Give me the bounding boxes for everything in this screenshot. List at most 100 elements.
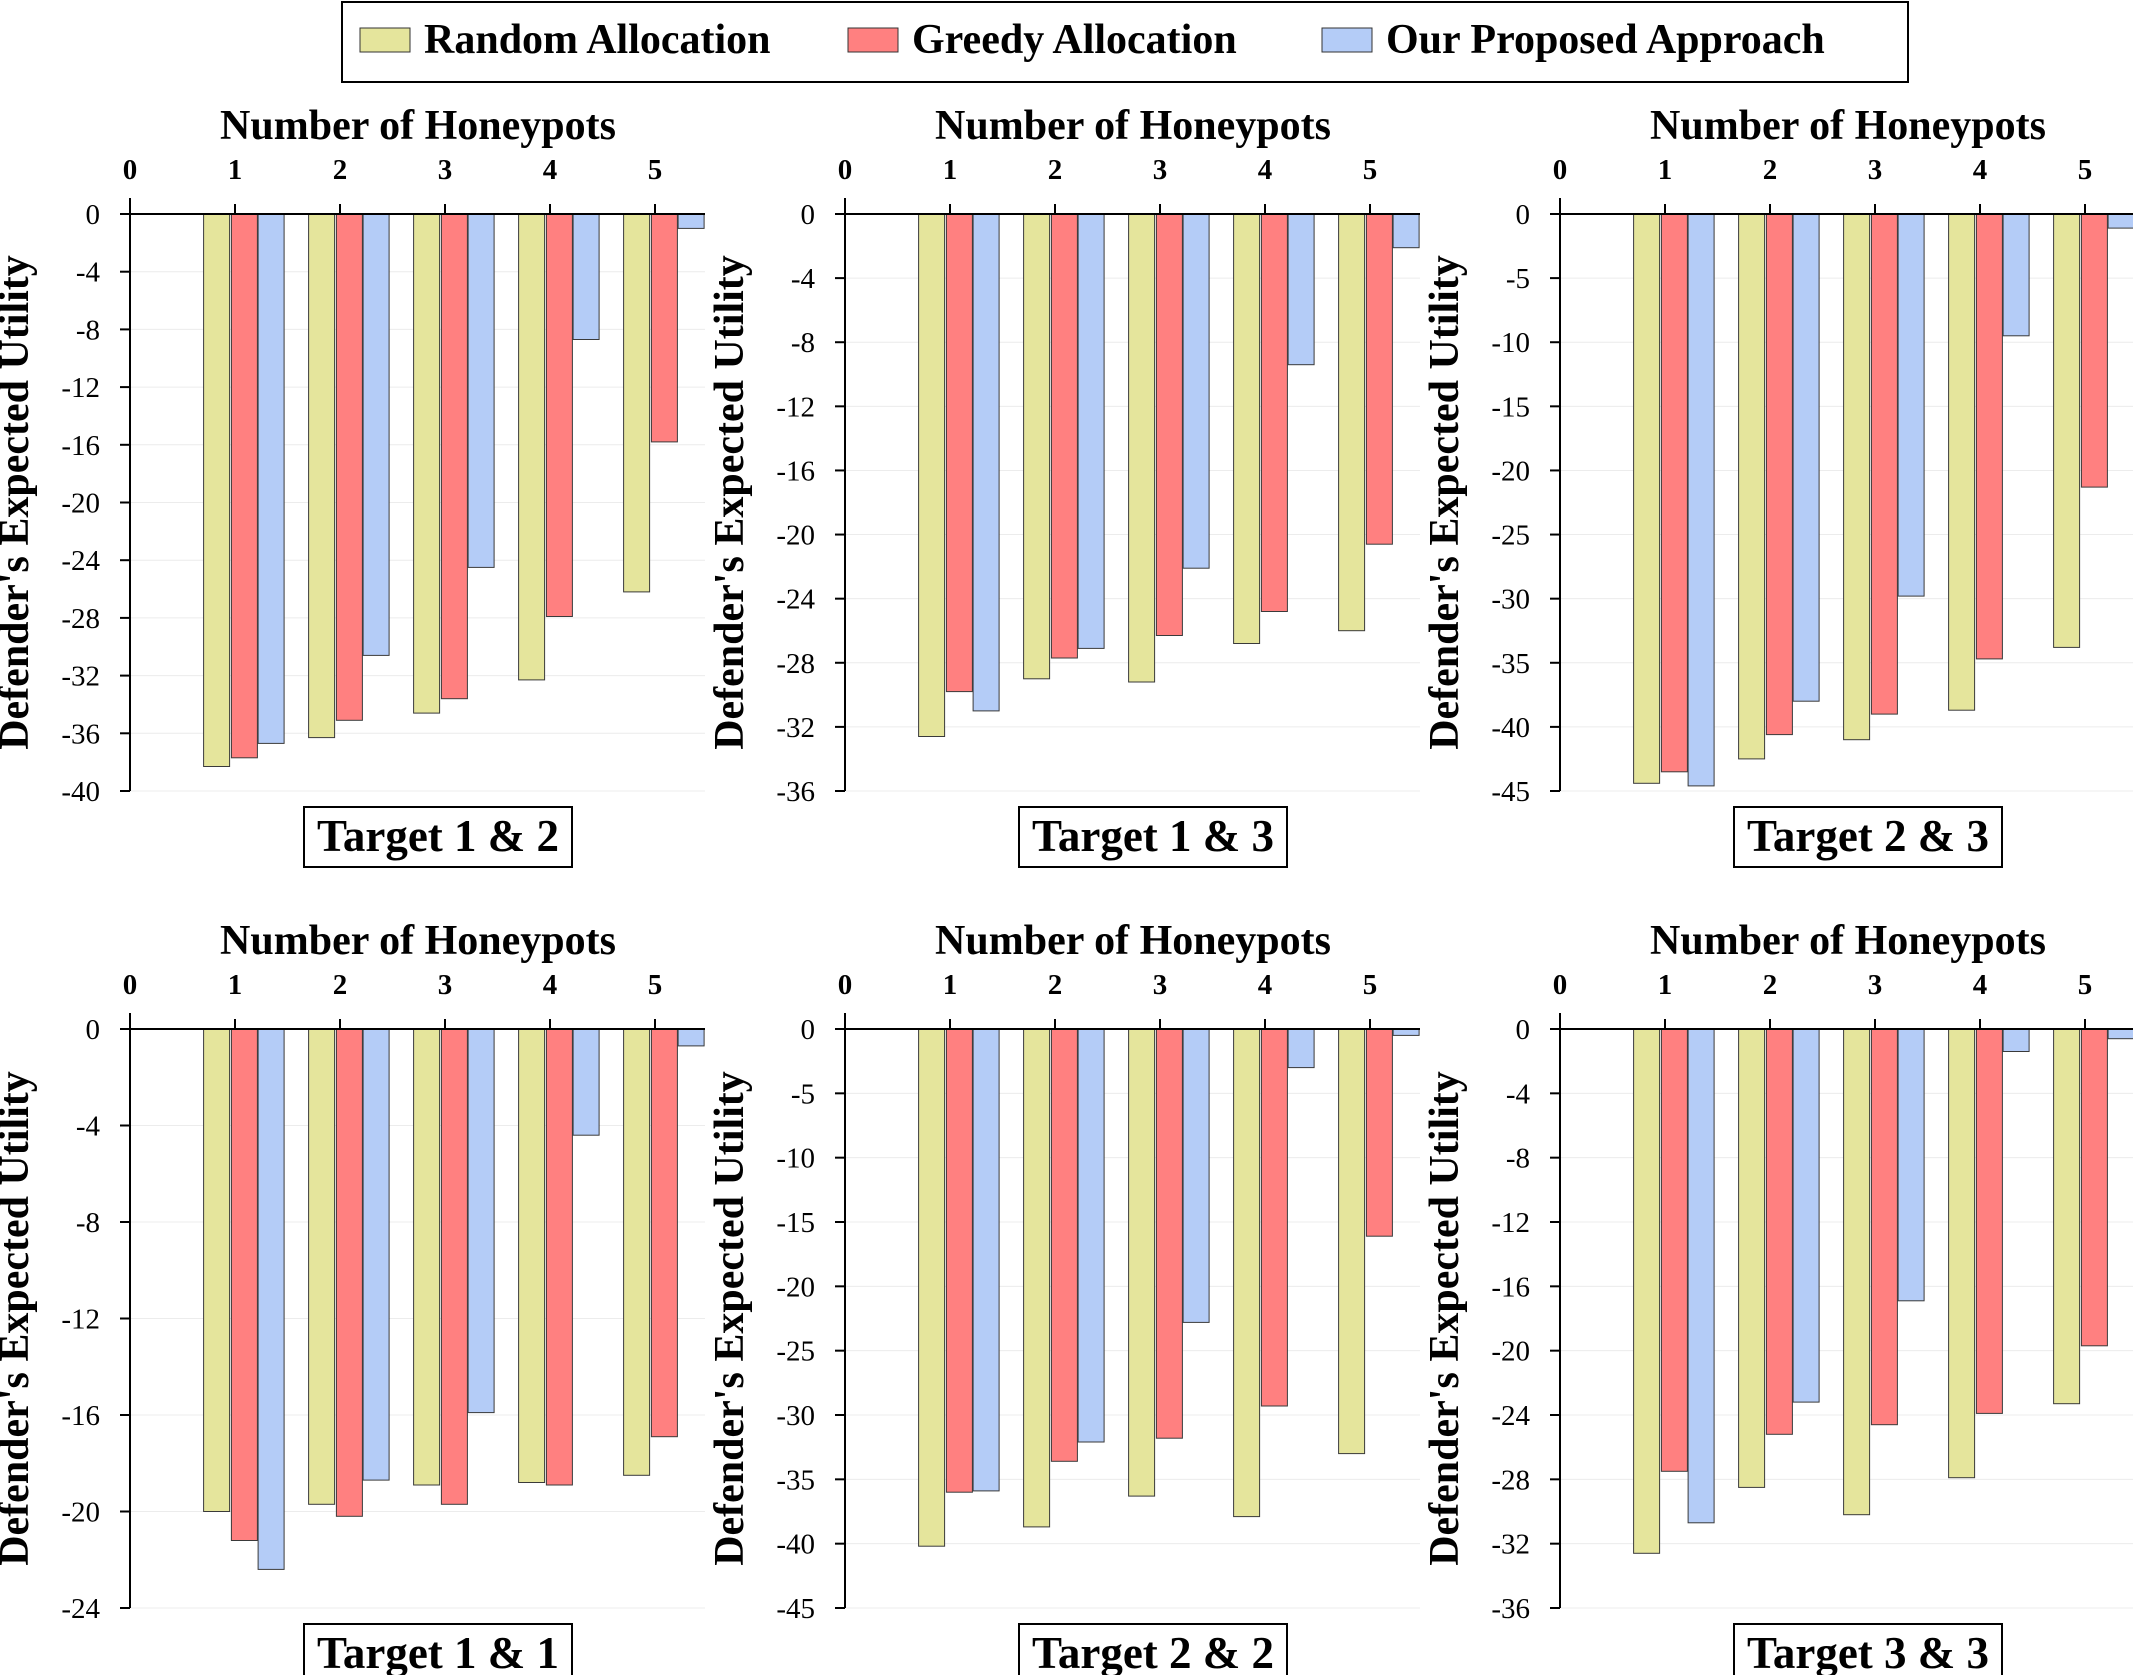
bar — [1843, 1028, 1871, 1516]
y-tick-label: -16 — [1491, 1271, 1530, 1303]
y-tick-label: -32 — [61, 661, 100, 693]
legend-swatch — [1321, 27, 1373, 53]
bar — [972, 213, 1000, 712]
y-tick-label: -4 — [76, 257, 101, 289]
panel-title: Target 3 & 3 — [1747, 1628, 1989, 1675]
x-tick-label: 2 — [1048, 154, 1063, 186]
chart-panel: 0 -4 -8 -12 -16 -20 -24 -28 -32 -36 0 1 2 3 4 5 Number o… — [1422, 918, 2133, 1680]
bar — [623, 213, 651, 593]
bar — [2080, 213, 2108, 488]
y-axis-title: Defender's Expected Utility — [0, 255, 38, 750]
bar — [1897, 213, 1925, 597]
y-axis-title: Defender's Expected Utility — [1422, 255, 1468, 750]
bar — [1765, 213, 1793, 736]
y-tick-label: 0 — [1516, 199, 1531, 231]
bar — [2080, 1028, 2108, 1347]
y-tick-label: -35 — [1491, 648, 1530, 680]
bar — [440, 213, 468, 700]
bar — [1633, 1028, 1661, 1554]
x-axis-title: Number of Honeypots — [220, 918, 616, 964]
legend-label: Random Allocation — [424, 17, 771, 63]
bar — [518, 1028, 546, 1483]
bar — [1365, 213, 1393, 545]
y-tick-label: -24 — [61, 1593, 100, 1625]
x-tick-label: 4 — [1258, 154, 1273, 186]
bar — [2002, 1028, 2030, 1052]
bar — [1077, 213, 1105, 649]
x-tick-label: 2 — [333, 154, 348, 186]
chart-panels: 0-4-8-12-16-20-24-28-32-36-400 1 2 3 4 5Numbe… — [0, 103, 2133, 1680]
x-tick-label: 4 — [1973, 969, 1988, 1001]
bar — [650, 1028, 678, 1438]
bar — [518, 213, 546, 681]
bar — [1792, 213, 1820, 702]
bar — [1738, 1028, 1766, 1488]
bar — [1155, 1028, 1183, 1439]
panel-title-box — [1018, 1623, 1288, 1680]
y-tick-label: -16 — [61, 1400, 100, 1432]
y-tick-label: -12 — [61, 372, 100, 404]
y-tick-label: -15 — [1491, 391, 1530, 423]
x-tick-label: 5 — [648, 969, 663, 1001]
y-tick-label: -40 — [61, 776, 100, 808]
y-tick-label: -15 — [776, 1207, 815, 1239]
bar — [203, 213, 231, 767]
bar — [335, 213, 363, 721]
bar — [335, 1028, 363, 1517]
y-tick-label: -20 — [776, 1271, 815, 1303]
bar — [1233, 213, 1261, 644]
bar — [1128, 213, 1156, 683]
y-tick-label: -4 — [1506, 1078, 1531, 1110]
y-tick-label: -30 — [776, 1400, 815, 1432]
x-axis-title: Number of Honeypots — [1650, 918, 2046, 964]
y-tick-label: -8 — [791, 327, 815, 359]
bar — [1687, 213, 1715, 787]
legend: Random Allocation Greedy Allocation Our Pr… — [341, 1, 1909, 83]
panel-title-box — [1733, 806, 2003, 868]
x-tick-label: 3 — [438, 969, 453, 1001]
bar — [413, 213, 441, 714]
y-tick-label: -20 — [61, 488, 100, 520]
y-tick-label: -32 — [776, 712, 815, 744]
bar — [2053, 213, 2081, 648]
bar — [945, 213, 973, 693]
bar — [1338, 1028, 1366, 1455]
chart-panel: 0 -5 -10 -15 -20 -25 -30 -35 -40 -45 0 1 2 3 4 5 Number … — [707, 918, 1420, 1680]
bar — [1023, 1028, 1051, 1528]
x-tick-label: 5 — [1363, 154, 1378, 186]
y-tick-label: -12 — [776, 391, 815, 423]
x-tick-label: 1 — [943, 969, 958, 1001]
y-tick-label: -25 — [1491, 520, 1530, 552]
y-tick-label: -32 — [1491, 1529, 1530, 1561]
legend-label: Our Proposed Approach — [1386, 17, 1825, 63]
bar — [1365, 1028, 1393, 1237]
panel-title: Target 1 & 2 — [317, 811, 559, 861]
bar — [1338, 213, 1366, 632]
x-tick-label: 5 — [2078, 969, 2093, 1001]
y-tick-label: -30 — [1491, 584, 1530, 616]
bar — [1870, 1028, 1898, 1426]
y-tick-label: -5 — [791, 1078, 815, 1110]
bar — [1077, 1028, 1105, 1443]
y-tick-label: 0 — [86, 1014, 101, 1046]
y-tick-label: 0 — [801, 199, 816, 231]
bar — [2107, 213, 2133, 229]
bar — [1975, 213, 2003, 660]
y-tick-label: -36 — [61, 718, 100, 750]
y-tick-label: -8 — [1506, 1143, 1530, 1175]
legend-swatch — [359, 27, 411, 53]
bar — [1050, 1028, 1078, 1462]
bar — [1050, 213, 1078, 659]
bar — [1287, 213, 1315, 366]
bar — [1260, 213, 1288, 612]
y-tick-label: -40 — [776, 1529, 815, 1561]
bar — [308, 1028, 336, 1505]
y-tick-label: -5 — [1506, 263, 1530, 295]
bar — [1897, 1028, 1925, 1302]
x-axis-title: Number of Honeypots — [935, 103, 1331, 149]
panel-title-box — [303, 806, 573, 868]
bar — [572, 1028, 600, 1136]
bar — [413, 1028, 441, 1486]
